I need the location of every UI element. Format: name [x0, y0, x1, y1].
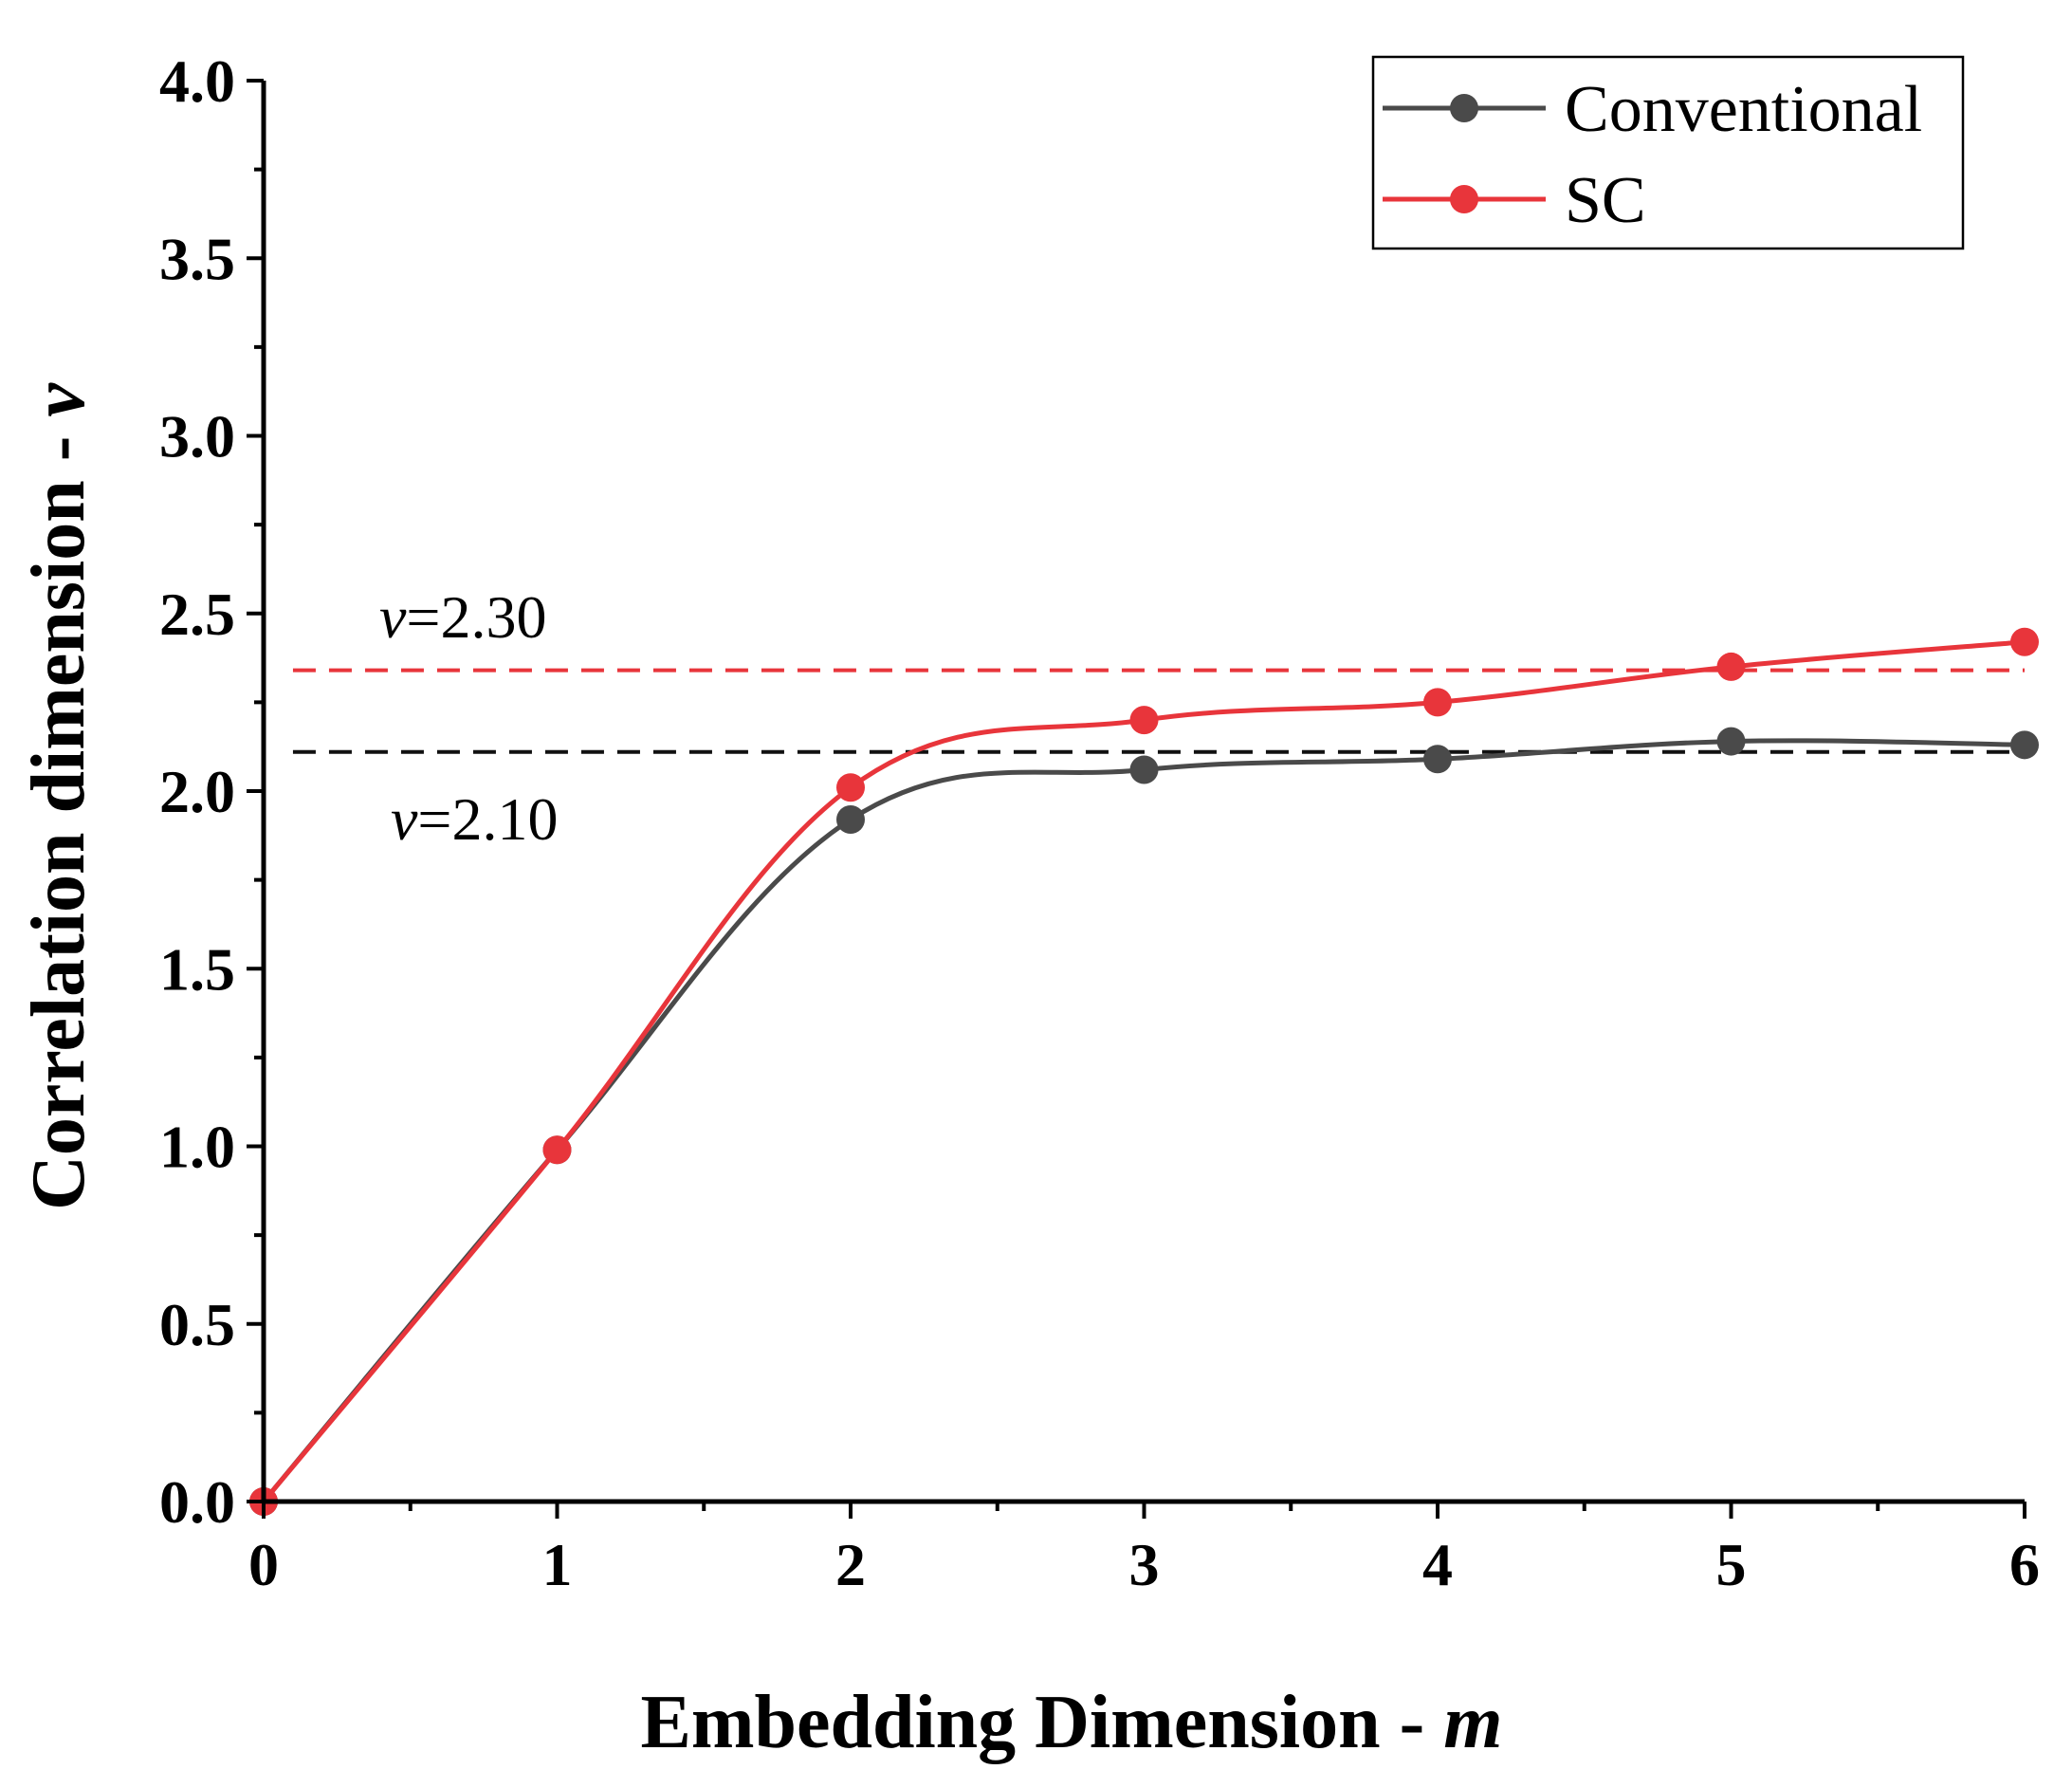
axes: 0 1 2 3 4 5 6 0.0 0.5 1.0 1.5 2.0 2.5 3.0 3.5 4.0 — [159, 47, 2040, 1598]
y-tick-label: 0.0 — [159, 1468, 235, 1536]
series-layer — [249, 627, 2039, 1516]
x-tick-label: 0 — [248, 1531, 279, 1598]
legend: Conventional SC — [1371, 55, 1965, 250]
data-point-conventional — [836, 804, 865, 834]
y-tick-label: 3.0 — [159, 403, 235, 470]
series-line-conventional — [262, 738, 2026, 1503]
data-point-sc — [1129, 706, 1159, 735]
x-tick-label: 1 — [542, 1531, 573, 1598]
y-tick-label: 4.0 — [159, 47, 235, 115]
legend-label-sc: SC — [1565, 164, 1646, 237]
y-tick-label: 1.5 — [159, 935, 235, 1003]
y-tick-label: 1.0 — [159, 1114, 235, 1181]
y-axis-title: Correlation dimension - v — [17, 382, 101, 1210]
x-tick-label: 2 — [835, 1531, 866, 1598]
data-point-conventional — [1423, 745, 1452, 774]
data-point-sc — [1423, 688, 1452, 717]
data-point-conventional — [1716, 727, 1746, 756]
x-axis-title: Embedding Dimension - m — [640, 1681, 1502, 1764]
data-point-conventional — [1129, 755, 1159, 784]
x-tick-label: 5 — [1716, 1531, 1747, 1598]
data-point-sc — [542, 1135, 572, 1165]
data-point-sc — [836, 773, 865, 802]
x-tick-label: 3 — [1129, 1531, 1160, 1598]
legend-marker-conventional — [1450, 94, 1478, 122]
y-tick-label: 3.5 — [159, 225, 235, 292]
legend-marker-sc — [1450, 185, 1478, 213]
y-tick-label: 0.5 — [159, 1291, 235, 1358]
data-point-sc — [2010, 627, 2039, 656]
x-tick-label: 4 — [1422, 1531, 1453, 1598]
ref-label-upper: v=2.30 — [379, 583, 547, 651]
x-tick-label: 6 — [2009, 1531, 2040, 1598]
data-point-sc — [1716, 652, 1746, 681]
y-tick-label: 2.5 — [159, 581, 235, 648]
legend-label-conventional: Conventional — [1565, 73, 1922, 146]
legend-box — [1371, 55, 1965, 250]
y-tick-label: 2.0 — [159, 758, 235, 825]
data-point-conventional — [2010, 730, 2039, 760]
ref-label-lower: v=2.10 — [391, 785, 559, 853]
